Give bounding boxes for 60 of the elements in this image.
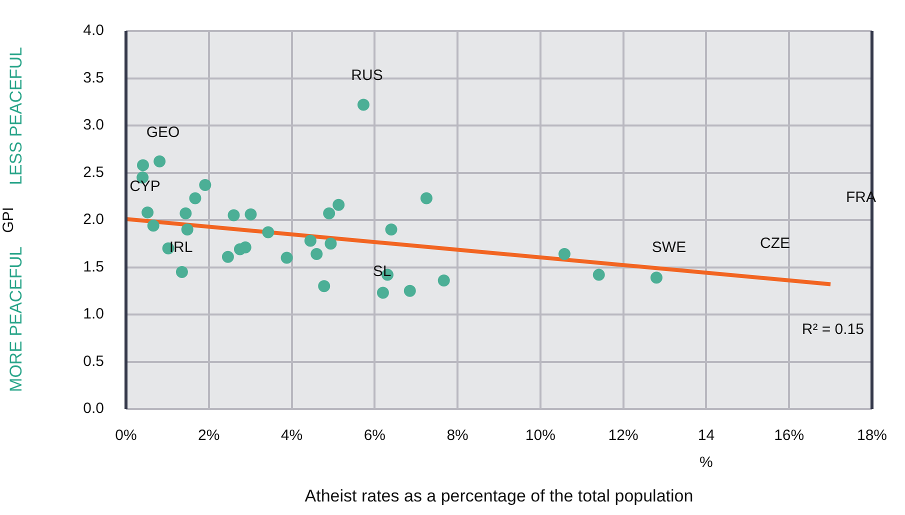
y-tick-label: 3.5 <box>83 69 104 86</box>
x-tick-label: 0% <box>115 427 137 444</box>
annotation: RUS <box>351 67 383 84</box>
point <box>385 223 398 236</box>
point <box>154 155 166 168</box>
x-tick-label: 18% <box>856 427 888 444</box>
point <box>239 241 252 254</box>
point <box>558 248 570 260</box>
y-tick-label: 0.5 <box>83 352 104 370</box>
point <box>180 207 192 220</box>
text: MORE PEACEFUL <box>6 246 26 392</box>
y-tick-label: 0.0 <box>83 400 104 418</box>
y-tick-label: 4.0 <box>83 22 104 40</box>
x-tick-label: 16% <box>774 427 804 444</box>
point <box>318 280 330 292</box>
text: LESS PEACEFUL <box>6 47 26 186</box>
point <box>332 198 345 211</box>
text: % <box>700 454 713 472</box>
point <box>222 250 234 263</box>
point <box>136 159 149 172</box>
point <box>650 272 662 284</box>
x-tick-label: 14 <box>698 427 715 444</box>
point <box>323 207 336 220</box>
x-tick-label: 4% <box>280 427 303 444</box>
y-tick-label: 3.0 <box>83 116 104 134</box>
point <box>404 284 416 297</box>
point <box>592 268 605 281</box>
x-tick-label: 8% <box>446 427 468 444</box>
point <box>304 234 316 247</box>
point <box>262 226 274 238</box>
point <box>357 98 370 111</box>
x-tick-label: 2% <box>198 427 220 444</box>
point <box>310 248 323 260</box>
annotation: CZE <box>760 235 790 252</box>
point <box>147 220 160 232</box>
point <box>376 286 389 299</box>
point <box>199 179 212 192</box>
annotation: CYP <box>130 178 160 196</box>
point <box>244 208 257 220</box>
y-tick-label: 2.5 <box>83 164 104 181</box>
point <box>176 266 188 278</box>
x-tick-label: 6% <box>364 427 386 444</box>
point <box>228 209 240 222</box>
point <box>280 252 293 264</box>
point <box>189 192 202 204</box>
x-tick-label: 12% <box>608 427 638 444</box>
point <box>420 192 432 204</box>
point <box>142 206 154 218</box>
x-tick-label: 10% <box>525 427 556 444</box>
point <box>324 238 337 250</box>
y-axis-title: GPI <box>0 207 18 233</box>
y-tick-label: 1.0 <box>83 306 104 323</box>
y-tick-label: 2.0 <box>83 211 104 228</box>
y-tick-label: 1.5 <box>83 258 104 276</box>
point <box>438 274 450 286</box>
annotation: SWE <box>652 239 686 256</box>
annotation: R² = 0.15 <box>802 320 864 338</box>
point <box>181 223 194 236</box>
annotation: GEO <box>146 124 180 142</box>
x-axis-title: Atheist rates as a percentage of the total population <box>304 486 694 506</box>
